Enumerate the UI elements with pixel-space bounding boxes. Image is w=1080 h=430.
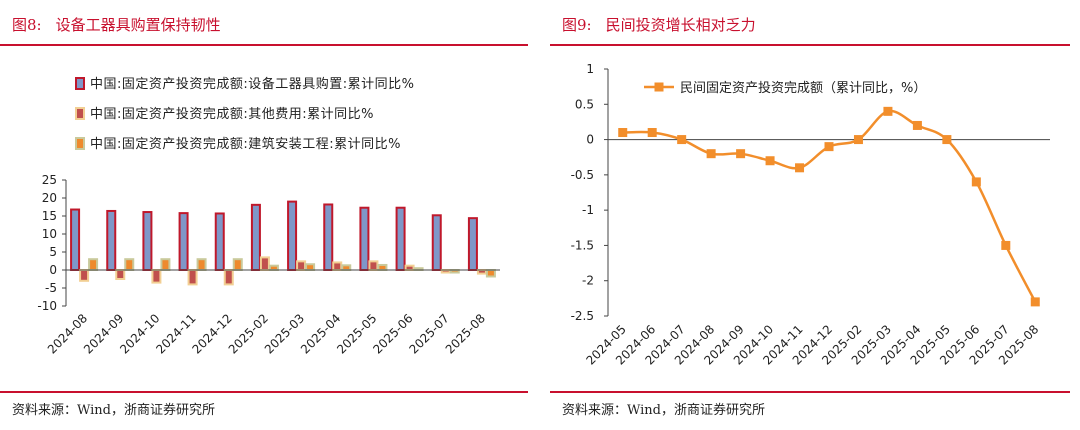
legend-marker: [654, 82, 664, 92]
y-tick-label: -10: [37, 299, 57, 313]
y-tick-label: 0: [586, 133, 594, 147]
bar-2025-06-s1: [395, 206, 406, 271]
bar-2025-05-s1: [359, 206, 370, 271]
y-tick-label: 20: [42, 191, 57, 205]
bar-2024-12-s1: [214, 212, 225, 271]
bar-2025-03-s2: [296, 260, 307, 272]
bar-2024-09-s3: [124, 258, 135, 271]
left-source-note: 资料来源：Wind，浙商证券研究所: [12, 403, 215, 418]
bar-2024-10-s2: [151, 269, 162, 284]
data-point-2024-11: [795, 163, 805, 173]
bar-2025-05-s3: [377, 263, 388, 272]
right-figure-label: 图9:: [562, 16, 592, 34]
bar-2025-02-s1: [250, 203, 261, 271]
data-point-2024-07: [677, 135, 687, 145]
data-point-2024-10: [765, 156, 775, 166]
y-tick-label: -1: [582, 203, 594, 217]
bar-2025-08-s1: [467, 217, 478, 272]
y-tick-label: 1: [586, 62, 594, 76]
bar-2025-08-s2: [476, 269, 487, 275]
y-tick-label: -2.5: [571, 309, 594, 323]
legend-swatch-1: [75, 77, 85, 90]
bar-2025-03-s3: [305, 263, 316, 272]
data-point-2025-03: [883, 106, 893, 116]
bar-2024-10-s1: [142, 211, 153, 271]
left-top-rule: [0, 44, 528, 46]
bar-2024-08-s1: [70, 208, 81, 272]
legend-label: 民间固定资产投资完成额（累计同比，%）: [680, 80, 926, 96]
data-point-2024-09: [736, 149, 746, 159]
y-tick-label: 0.5: [575, 97, 594, 111]
bar-2024-12-s3: [232, 258, 243, 271]
bar-2025-04-s3: [341, 264, 352, 272]
bar-2025-06-s2: [404, 264, 415, 271]
bar-2025-02-s2: [259, 256, 270, 271]
bar-2025-08-s3: [485, 269, 496, 278]
data-point-2025-04: [912, 120, 922, 130]
right-figure-panel: 图9: 民间投资增长相对乏力 1 0.5 0 -0.5 -1 -1.5 -2 -2.5 2024-…: [550, 0, 1080, 430]
right-top-rule: [550, 44, 1070, 46]
bar-2024-11-s1: [178, 212, 189, 271]
data-point-2025-08: [1030, 297, 1040, 307]
legend-swatch-3: [75, 137, 85, 150]
y-tick-label: -1.5: [571, 238, 594, 252]
bar-2024-08-s2: [79, 269, 90, 282]
right-bottom-rule: [550, 391, 1070, 393]
data-point-2025-07: [1001, 240, 1011, 250]
bar-2024-11-s3: [196, 258, 207, 271]
bar-2025-03-s1: [287, 200, 298, 272]
bar-2024-09-s2: [115, 269, 126, 280]
bar-2025-04-s1: [323, 203, 334, 271]
y-tick-label: 5: [49, 245, 57, 259]
bar-2024-09-s1: [106, 209, 117, 272]
data-point-2025-05: [942, 135, 952, 145]
legend-label-3: 中国:固定资产投资完成额:建筑安装工程:累计同比%: [90, 136, 401, 152]
bar-2024-11-s2: [187, 269, 198, 286]
data-point-2025-06: [971, 177, 981, 187]
right-figure-title: 图9: 民间投资增长相对乏力: [562, 14, 770, 35]
legend-label-1: 中国:固定资产投资完成额:设备工器具购置:累计同比%: [90, 76, 415, 92]
bar-2024-12-s2: [223, 269, 234, 286]
x-tick-label: 2025-08: [443, 311, 488, 356]
y-tick-label: 25: [42, 173, 57, 187]
data-point-2024-05: [618, 128, 628, 138]
left-bottom-rule: [0, 391, 528, 393]
left-figure-title: 图8: 设备工器具购置保持韧性: [12, 14, 235, 35]
left-figure-label: 图8:: [12, 16, 42, 34]
data-point-2024-12: [824, 142, 834, 152]
bar-chart: 中国:固定资产投资完成额:设备工器具购置:累计同比% 中国:固定资产投资完成额:其…: [37, 76, 500, 357]
bar-2025-04-s2: [332, 261, 343, 272]
bar-2025-02-s3: [268, 264, 279, 271]
legend-label-2: 中国:固定资产投资完成额:其他费用:累计同比%: [90, 106, 374, 122]
y-tick-label: 15: [42, 209, 57, 223]
y-tick-label: -2: [582, 274, 594, 288]
bar-2025-07-s1: [431, 214, 442, 271]
y-tick-label: 10: [42, 227, 57, 241]
right-source-note: 资料来源：Wind，浙商证券研究所: [562, 403, 765, 418]
legend-swatch-2: [75, 107, 85, 120]
bar-2025-05-s2: [368, 260, 379, 272]
y-tick-label: -5: [45, 281, 57, 295]
left-figure-panel: 图8: 设备工器具购置保持韧性 中国:固定资产投资完成额:设备工器具购置:累计同比…: [0, 14, 528, 418]
data-point-2024-08: [706, 149, 716, 159]
right-figure-title-text: 民间投资增长相对乏力: [605, 16, 756, 34]
line-chart: 10.50-0.5-1-1.5-2-2.52024-052024-062024-…: [571, 62, 1050, 368]
y-tick-label: 0: [49, 263, 57, 277]
data-point-2025-02: [853, 135, 863, 145]
y-tick-label: -0.5: [571, 168, 594, 182]
bar-2024-10-s3: [160, 258, 171, 271]
data-point-2024-06: [647, 128, 657, 138]
left-figure-title-text: 设备工器具购置保持韧性: [55, 16, 221, 34]
bar-2024-08-s3: [88, 258, 99, 271]
